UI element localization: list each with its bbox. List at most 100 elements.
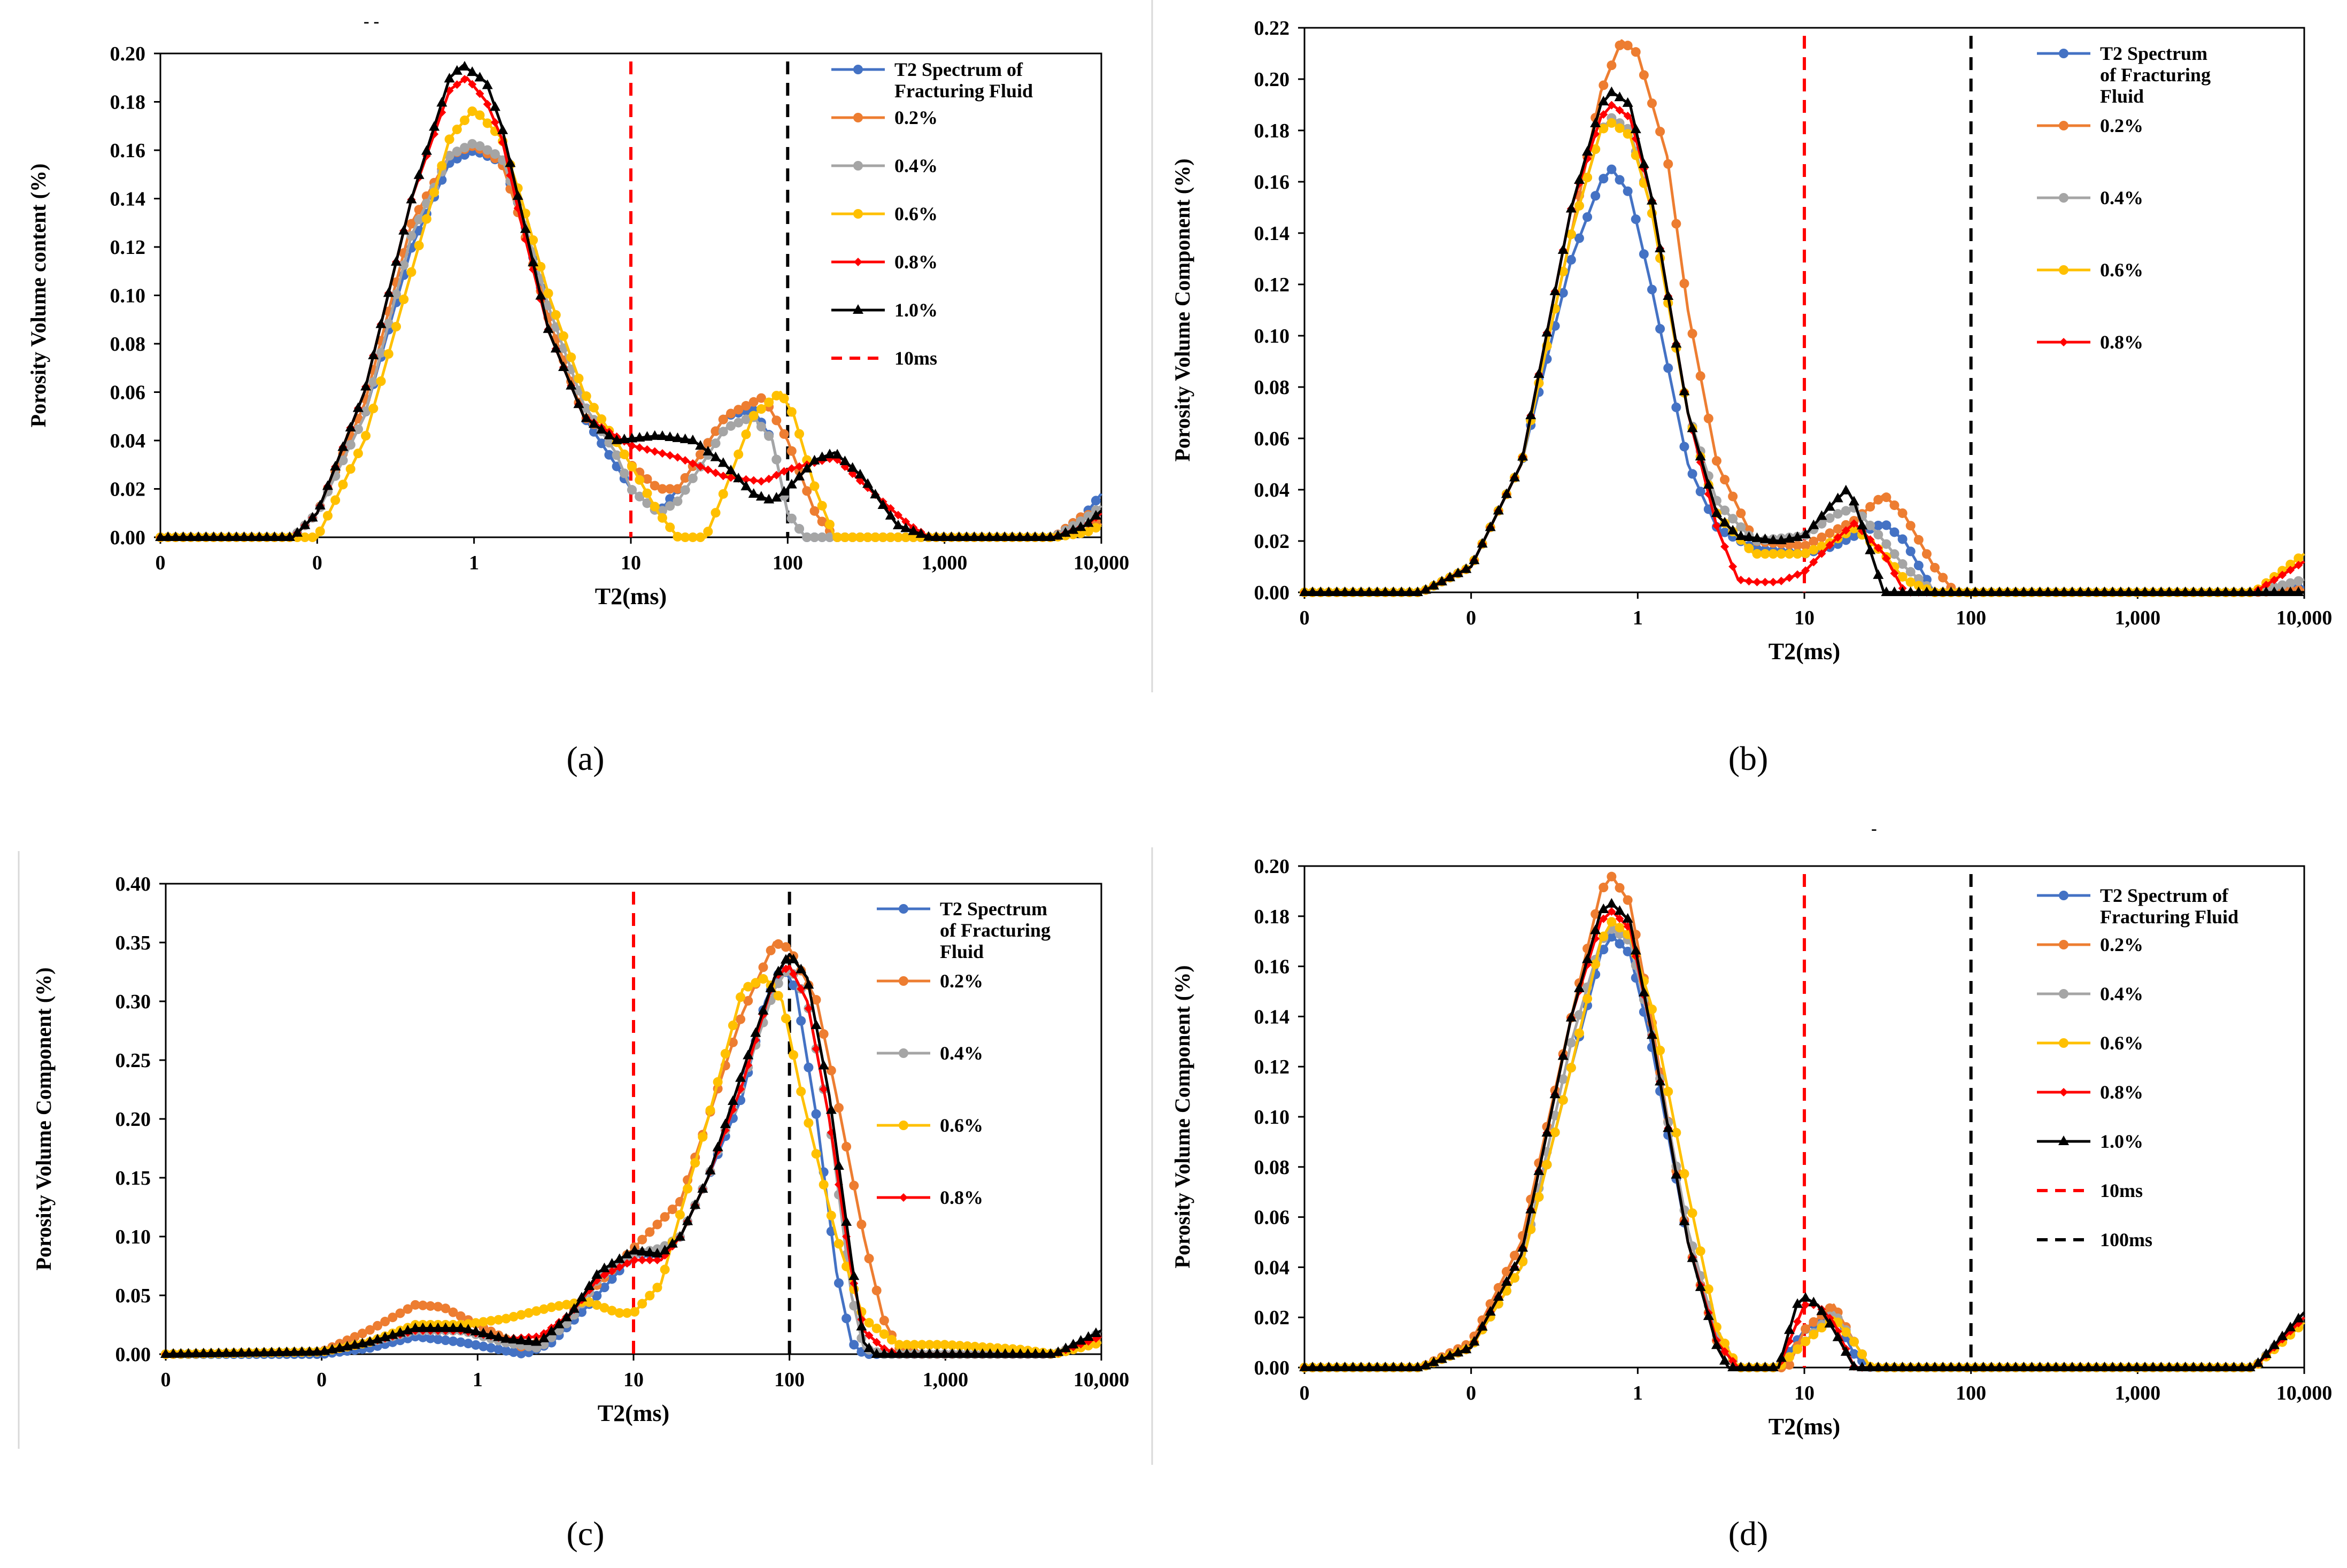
data-point [1599,945,1609,955]
data-point [849,1340,859,1350]
data-point [2220,1362,2232,1371]
data-point [1728,491,1738,501]
data-point [433,1334,443,1345]
legend-label: Fracturing Fluid [894,80,1033,102]
data-point [1404,586,1415,596]
data-point [789,980,799,990]
data-point [1712,521,1721,530]
data-point [665,494,675,504]
data-point [946,531,957,541]
data-point [688,473,698,483]
data-point [475,141,485,151]
data-point [939,1348,951,1358]
data-point [931,531,942,541]
data-point [433,1302,443,1312]
data-point [345,439,356,450]
data-point [622,1308,632,1318]
data-point [1453,567,1464,577]
data-point [627,485,637,495]
data-point [642,431,653,441]
data-point [1751,532,1763,542]
data-point [1809,1330,1819,1340]
data-point [576,1292,588,1302]
data-point [1727,1362,1739,1371]
data-point [455,1337,466,1347]
data-point [467,106,477,117]
legend-label: 0.2% [2100,115,2143,136]
data-point [523,1335,534,1345]
data-point [810,1019,822,1029]
data-point [2058,1362,2070,1371]
data-point [368,377,379,387]
data-point [2172,1362,2183,1371]
data-point [2091,1362,2102,1371]
data-point [361,406,371,416]
data-point [953,531,964,541]
data-point [497,124,508,134]
data-point [1363,586,1375,596]
y-tick-label: 0.02 [110,478,146,501]
data-point [536,261,546,272]
data-point [175,1348,187,1358]
legend-marker [853,209,863,219]
data-point [1461,563,1472,573]
legend-label: 0.6% [2100,1032,2143,1054]
data-point [1582,994,1593,1004]
y-tick-label: 0.04 [110,430,146,452]
data-point [1695,1281,1706,1291]
y-tick-label: 0.16 [1254,956,1290,978]
data-point [1809,558,1818,567]
data-point [322,480,333,490]
data-point [871,1348,882,1358]
chart-panel-b: 0.00 0.02 0.04 0.06 0.08 0.10 0.12 0.14 0.16 0.18… [1170,17,2332,777]
data-point [764,397,774,407]
data-point [1075,521,1086,531]
data-point [1841,526,1850,535]
data-point [1703,413,1713,423]
legend-marker [2059,1038,2068,1048]
data-point [418,1332,428,1342]
data-point [833,1239,844,1249]
data-point [208,531,219,541]
series-0-2- [161,939,1102,1359]
data-point [414,241,424,251]
data-point [2156,1362,2167,1371]
data-point [261,531,273,541]
data-point [719,472,728,481]
data-point [809,532,820,542]
data-point [1711,507,1722,517]
data-point [444,134,454,144]
data-point [841,1261,852,1271]
panel-caption: (d) [1728,1515,1769,1552]
data-point [1679,1215,1690,1225]
y-tick-label: 0.02 [1254,1307,1290,1329]
data-point [1566,254,1576,265]
panel-caption: (a) [566,739,604,777]
data-point [426,1301,436,1311]
y-tick-label: 0.04 [1254,479,1290,501]
y-tick-label: 0.00 [1254,1357,1290,1379]
data-point [751,978,761,988]
data-point [1841,506,1851,516]
data-point [1445,1350,1456,1360]
data-point [516,1310,526,1320]
data-point [2140,1362,2151,1371]
data-point [1970,586,1981,596]
data-point [652,1248,663,1258]
data-point [1363,1362,1375,1371]
data-point [1913,574,1924,584]
data-point [1558,1095,1568,1105]
legend-item: 0.6% [877,1115,983,1136]
data-point [1913,535,1924,545]
data-point [2010,586,2021,596]
legend-marker [899,976,908,986]
data-point [337,441,349,451]
data-point [546,1325,557,1335]
data-point [1590,924,1601,934]
data-point [734,405,744,415]
data-point [779,393,789,404]
data-point [1090,509,1101,520]
y-tick-label: 0.04 [1254,1256,1290,1279]
data-point [1582,953,1593,963]
